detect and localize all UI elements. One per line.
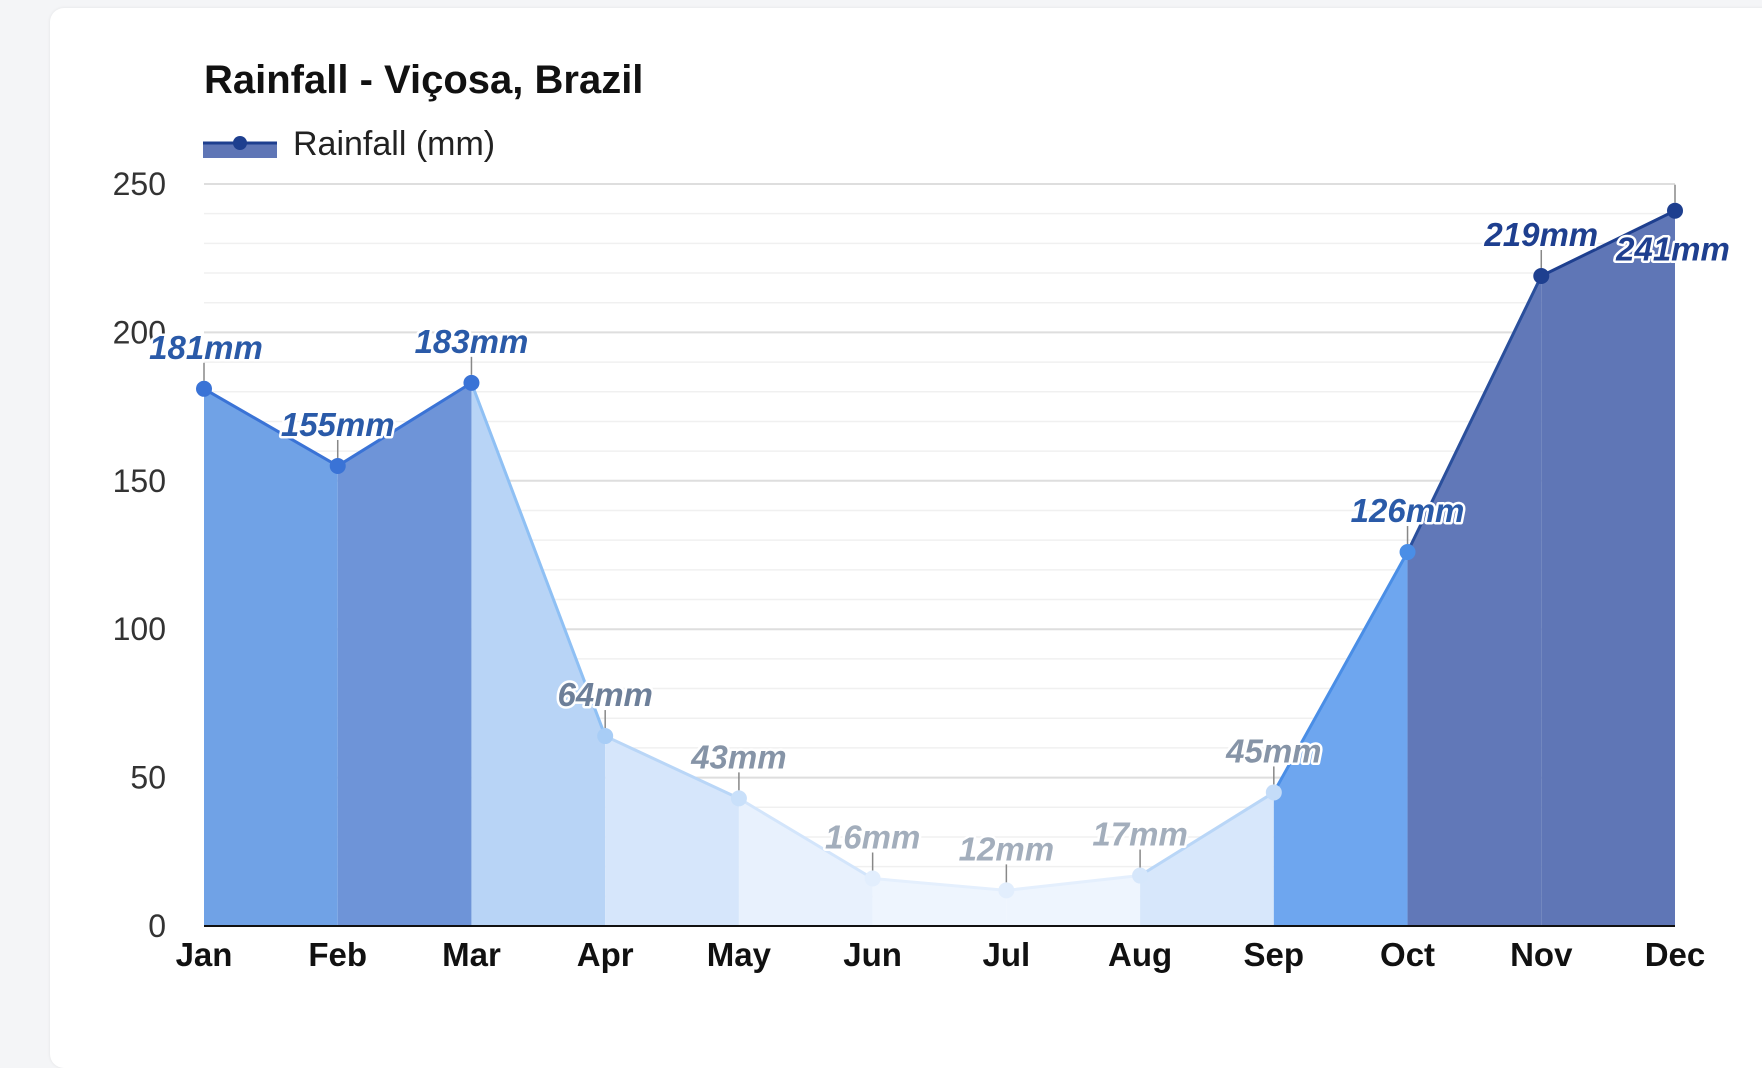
data-point-nov[interactable] [1533, 268, 1550, 285]
y-tick-label: 100 [113, 611, 166, 647]
legend-label: Rainfall (mm) [293, 124, 496, 163]
y-tick-label: 200 [113, 314, 166, 350]
area-segment-oct [1407, 276, 1542, 926]
x-tick-label-nov: Nov [1510, 936, 1573, 973]
y-axis-ticks: 0 50 100 150 200 250 [113, 166, 166, 944]
data-labels: 181mm 155mm 183mm 64mm 43mm 16mm 12mm 17mm 45mm 1… [147, 214, 1733, 870]
x-tick-label-mar: Mar [442, 936, 501, 973]
label-leaders [203, 184, 1676, 883]
data-point-may[interactable] [730, 790, 747, 807]
data-point-apr[interactable] [597, 728, 614, 745]
line-segment-oct [1406, 274, 1543, 554]
line-segment-nov [1539, 209, 1677, 278]
data-point-sep[interactable] [1265, 784, 1282, 801]
area-segment-mar [471, 382, 606, 927]
y-tick-label: 50 [130, 760, 166, 796]
data-point-jan[interactable] [196, 380, 212, 397]
line-segment-sep [1272, 550, 1410, 794]
area-segment-nov [1541, 210, 1675, 926]
chart-title: Rainfall - Viçosa, Brazil [204, 58, 644, 102]
data-label-jul: 12mm [959, 830, 1054, 867]
data-label-jan: 181mm [149, 329, 263, 366]
data-label-sep: 45mm [1225, 732, 1321, 769]
x-tick-label-may: May [707, 936, 772, 973]
data-point-dec[interactable] [1667, 202, 1683, 219]
data-point-oct[interactable] [1399, 544, 1416, 561]
data-label-aug: 17mm [1092, 816, 1187, 853]
data-point-jun[interactable] [864, 870, 881, 887]
data-label-jun: 16mm [825, 819, 920, 856]
data-label-may: 43mm [690, 738, 786, 775]
y-tick-label: 0 [148, 908, 166, 944]
data-point-feb[interactable] [329, 457, 346, 474]
series-line [202, 209, 1677, 892]
data-label-oct: 126mm [1351, 492, 1465, 529]
line-segment-jun [871, 877, 1008, 892]
line-segment-feb [336, 381, 473, 468]
x-axis-ticks: Jan Feb Mar Apr May Jun Jul Aug Sep Oct Nov Dec [176, 936, 1706, 973]
data-label-dec: 241mm [1615, 231, 1730, 268]
legend-swatch-icon [203, 136, 277, 158]
x-tick-label-feb: Feb [308, 936, 367, 973]
x-tick-label-jan: Jan [176, 936, 233, 973]
data-label-apr: 64mm [557, 676, 652, 713]
area-segment-aug [1140, 792, 1274, 926]
area-segment-jan [204, 388, 338, 926]
area-segments [204, 210, 1675, 927]
x-tick-label-dec: Dec [1645, 936, 1706, 973]
line-segment-aug [1138, 790, 1276, 878]
rainfall-area-chart: 0 50 100 150 200 250 Jan Feb Mar Apr May Jun Jul Aug… [112, 166, 1733, 973]
data-point-jul[interactable] [998, 882, 1015, 899]
x-tick-label-jun: Jun [843, 936, 902, 973]
data-label-feb: 155mm [281, 406, 395, 443]
y-tick-label: 150 [113, 463, 166, 499]
data-points [196, 202, 1683, 899]
data-point-aug[interactable] [1132, 867, 1149, 884]
area-segment-feb [337, 382, 472, 927]
area-segment-sep [1273, 552, 1408, 926]
legend[interactable]: Rainfall (mm) [203, 124, 495, 164]
line-segment-mar [469, 381, 607, 738]
x-tick-label-sep: Sep [1244, 936, 1305, 973]
line-segment-jan [202, 387, 340, 468]
area-segment-may [738, 798, 873, 926]
line-segment-apr [603, 734, 741, 800]
line-segment-may [737, 796, 875, 881]
x-tick-label-oct: Oct [1380, 936, 1435, 973]
line-segment-jul [1004, 874, 1142, 892]
x-tick-label-aug: Aug [1108, 936, 1172, 973]
data-label-nov: 219mm [1483, 216, 1598, 253]
area-segment-jun [872, 878, 1007, 926]
x-tick-label-apr: Apr [577, 936, 634, 973]
data-point-mar[interactable] [463, 374, 480, 391]
x-tick-label-jul: Jul [983, 936, 1031, 973]
data-label-mar: 183mm [415, 323, 529, 360]
y-tick-label: 250 [113, 166, 166, 202]
